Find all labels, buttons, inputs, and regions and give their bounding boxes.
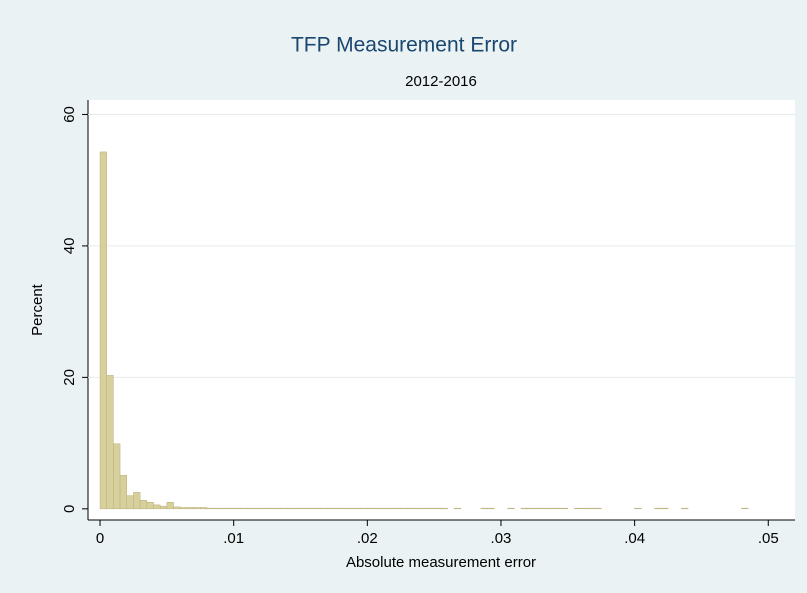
x-tick-label: .03 <box>491 530 512 547</box>
bar <box>487 507 495 510</box>
bar <box>200 507 208 510</box>
y-tick-label: 60 <box>61 106 78 123</box>
bar <box>240 507 248 510</box>
bar <box>453 507 462 510</box>
bar <box>99 151 107 510</box>
x-tick-label: 0 <box>96 530 104 547</box>
bar <box>179 507 188 510</box>
x-tick-label: .05 <box>758 530 779 547</box>
bar <box>427 507 435 510</box>
bar <box>520 507 528 510</box>
bar <box>333 507 341 510</box>
bar <box>113 443 121 510</box>
bar <box>260 507 268 510</box>
bar <box>286 507 295 510</box>
bar <box>574 507 582 510</box>
bar <box>166 502 174 510</box>
plot-area <box>88 100 795 520</box>
bar <box>233 507 241 510</box>
bar <box>407 507 415 510</box>
bar <box>661 507 669 510</box>
bar <box>373 507 381 510</box>
bar <box>413 507 422 510</box>
bar <box>380 507 388 510</box>
bar <box>273 507 281 510</box>
bar <box>360 507 368 510</box>
bar <box>206 507 214 510</box>
bar <box>353 507 361 510</box>
bar <box>186 507 194 510</box>
bar <box>300 507 308 510</box>
bar <box>420 507 428 510</box>
bar <box>173 506 181 510</box>
x-axis-label: Absolute measurement error <box>346 554 536 571</box>
bar <box>159 505 168 510</box>
bar <box>146 502 154 510</box>
bar <box>507 507 515 510</box>
bar <box>587 507 595 510</box>
bar <box>440 507 448 510</box>
bar <box>266 507 275 510</box>
bar <box>534 507 542 510</box>
bar <box>306 507 315 510</box>
bar <box>139 500 148 510</box>
bar <box>153 504 161 510</box>
x-tick-label: .04 <box>624 530 645 547</box>
bar <box>193 507 201 510</box>
bar <box>340 507 348 510</box>
bar <box>126 495 134 510</box>
bar <box>580 507 589 510</box>
bar <box>654 507 662 510</box>
x-tick-label: .01 <box>223 530 244 547</box>
bar <box>226 507 234 510</box>
bar <box>387 507 395 510</box>
bar <box>393 507 401 510</box>
chart-subtitle: 2012-2016 <box>405 73 477 90</box>
bar <box>320 507 328 510</box>
bar <box>313 507 321 510</box>
bar <box>246 507 254 510</box>
bar <box>326 507 335 510</box>
bar <box>367 507 375 510</box>
y-tick-label: 40 <box>61 238 78 255</box>
bar <box>433 507 442 510</box>
bar <box>560 507 569 510</box>
bar <box>594 507 602 510</box>
x-tick-label: .02 <box>357 530 378 547</box>
y-tick-label: 20 <box>61 369 78 386</box>
bar <box>106 375 114 510</box>
y-axis-label: Percent <box>29 283 46 336</box>
bar <box>213 507 221 510</box>
bar <box>634 507 642 510</box>
bar <box>741 507 749 510</box>
bar <box>293 507 301 510</box>
chart-title: TFP Measurement Error <box>291 34 517 57</box>
bar <box>280 507 288 510</box>
bar <box>220 507 228 510</box>
bar <box>527 507 535 510</box>
bar <box>547 507 555 510</box>
bar <box>347 507 355 510</box>
bar <box>133 492 141 510</box>
bar <box>681 507 689 510</box>
bar <box>554 507 562 510</box>
bar <box>253 507 261 510</box>
bar <box>480 507 488 510</box>
bar <box>400 507 408 510</box>
bar <box>540 507 549 510</box>
y-tick-label: 0 <box>61 505 78 513</box>
bar <box>119 475 128 510</box>
